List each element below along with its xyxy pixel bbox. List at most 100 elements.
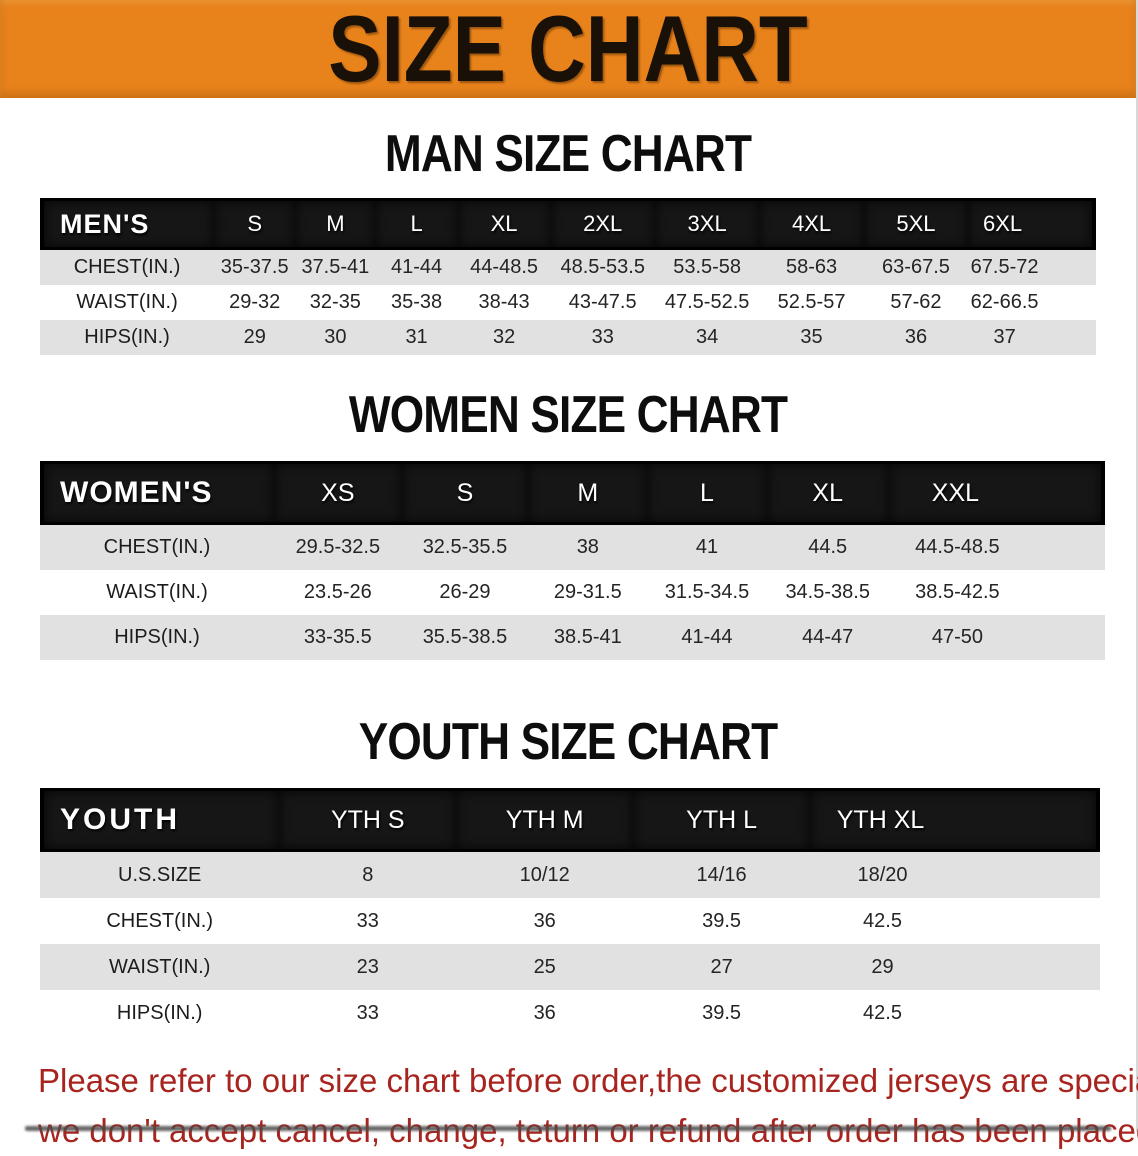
size-column-header: S	[401, 461, 529, 525]
measurement-cell: 41-44	[375, 250, 458, 285]
table-header-row: YOUTH YTH S YTH M YTH L YTH XL	[40, 788, 1100, 852]
women-size-table: WOMEN'S XS S M L XL XXL CHEST(IN.) 29.5-32.5 32.5…	[40, 461, 1105, 660]
measurement-cell: 14/16	[633, 852, 811, 898]
row-label-cell: CHEST(IN.)	[40, 525, 274, 570]
measurement-cell: 34.5-38.5	[766, 570, 889, 615]
measurement-cell: 29-31.5	[528, 570, 648, 615]
section-title-youth: YOUTH SIZE CHART	[358, 713, 778, 771]
row-label-cell: CHEST(IN.)	[40, 898, 280, 944]
measurement-cell: 42.5	[810, 990, 1100, 1036]
banner: SIZE CHART	[0, 0, 1136, 98]
measurement-cell: 44.5-48.5	[888, 525, 1105, 570]
section-title-women: WOMEN SIZE CHART	[348, 386, 788, 444]
size-column-header: M	[295, 198, 376, 250]
table-row: HIPS(IN.) 33-35.5 35.5-38.5 38.5-41 41-44 44-…	[40, 615, 1105, 660]
size-column-header: 6XL	[968, 198, 1096, 250]
measurement-cell: 33	[279, 990, 457, 1036]
measurement-cell: 43-47.5	[550, 285, 655, 320]
row-label-cell: HIPS(IN.)	[40, 615, 274, 660]
section-men: MAN SIZE CHART MEN'S S M L XL 2XL 3XL 4XL 5XL 6XL…	[0, 128, 1136, 355]
size-column-header: L	[375, 198, 458, 250]
table-row: CHEST(IN.) 35-37.5 37.5-41 41-44 44-48.5 48.5…	[40, 250, 1096, 285]
measurement-cell: 26-29	[401, 570, 529, 615]
table-row: WAIST(IN.) 23.5-26 26-29 29-31.5 31.5-34.5 34…	[40, 570, 1105, 615]
measurement-cell: 25	[456, 944, 634, 990]
row-label-cell: HIPS(IN.)	[40, 990, 280, 1036]
bottom-edge-artifact	[25, 1126, 1111, 1131]
size-column-header: YTH S	[279, 788, 457, 852]
measurement-cell: 39.5	[633, 990, 811, 1036]
measurement-cell: 18/20	[810, 852, 1100, 898]
size-column-header: YTH XL	[810, 788, 1100, 852]
row-label-cell: U.S.SIZE	[40, 852, 280, 898]
measurement-cell: 29.5-32.5	[274, 525, 402, 570]
row-label-cell: WAIST(IN.)	[40, 285, 215, 320]
measurement-cell: 57-62	[863, 285, 969, 320]
page-title: SIZE CHART	[328, 0, 808, 101]
measurement-cell: 36	[456, 990, 634, 1036]
measurement-cell: 38-43	[457, 285, 551, 320]
measurement-cell: 8	[279, 852, 457, 898]
measurement-cell: 33	[550, 320, 655, 355]
youth-size-table: YOUTH YTH S YTH M YTH L YTH XL U.S.SIZE 8 10/12…	[40, 788, 1100, 1036]
measurement-cell: 42.5	[810, 898, 1100, 944]
measurement-cell: 38	[528, 525, 648, 570]
measurement-cell: 30	[295, 320, 376, 355]
measurement-cell: 52.5-57	[759, 285, 864, 320]
table-header-row: MEN'S S M L XL 2XL 3XL 4XL 5XL 6XL	[40, 198, 1096, 250]
measurement-cell: 32-35	[295, 285, 376, 320]
measurement-cell: 62-66.5	[968, 285, 1096, 320]
table-title-cell: YOUTH	[40, 788, 280, 852]
measurement-cell: 39.5	[633, 898, 811, 944]
measurement-cell: 35.5-38.5	[401, 615, 529, 660]
men-size-table: MEN'S S M L XL 2XL 3XL 4XL 5XL 6XL CHEST(IN.) 35-37…	[40, 198, 1096, 355]
size-column-header: 2XL	[550, 198, 655, 250]
section-youth: YOUTH SIZE CHART YOUTH YTH S YTH M YTH L YTH…	[0, 716, 1136, 1036]
size-column-header: XL	[457, 198, 551, 250]
measurement-cell: 23	[279, 944, 457, 990]
measurement-cell: 63-67.5	[863, 250, 969, 285]
measurement-cell: 37	[968, 320, 1096, 355]
row-label-cell: WAIST(IN.)	[40, 570, 274, 615]
measurement-cell: 53.5-58	[654, 250, 760, 285]
measurement-cell: 32	[457, 320, 551, 355]
size-column-header: 5XL	[863, 198, 969, 250]
measurement-cell: 41-44	[647, 615, 767, 660]
measurement-cell: 48.5-53.5	[550, 250, 655, 285]
table-row: WAIST(IN.) 23 25 27 29	[40, 944, 1100, 990]
size-column-header: XXL	[888, 461, 1105, 525]
table-row: WAIST(IN.) 29-32 32-35 35-38 38-43 43-47.5 47.…	[40, 285, 1096, 320]
section-women: WOMEN SIZE CHART WOMEN'S XS S M L XL XXL CHEST(…	[0, 389, 1136, 660]
size-column-header: XL	[766, 461, 889, 525]
disclaimer-line-2: we don't accept cancel, change, teturn o…	[38, 1106, 1138, 1156]
table-header-row: WOMEN'S XS S M L XL XXL	[40, 461, 1105, 525]
disclaimer-line-1: Please refer to our size chart before or…	[38, 1062, 1138, 1099]
measurement-cell: 29	[810, 944, 1100, 990]
size-column-header: 4XL	[759, 198, 864, 250]
measurement-cell: 47-50	[888, 615, 1105, 660]
measurement-cell: 44-47	[766, 615, 889, 660]
table-row: CHEST(IN.) 29.5-32.5 32.5-35.5 38 41 44.5 44.5…	[40, 525, 1105, 570]
measurement-cell: 34	[654, 320, 760, 355]
measurement-cell: 67.5-72	[968, 250, 1096, 285]
measurement-cell: 23.5-26	[274, 570, 402, 615]
measurement-cell: 58-63	[759, 250, 864, 285]
measurement-cell: 38.5-42.5	[888, 570, 1105, 615]
disclaimer: Please refer to our size chart before or…	[38, 1056, 1138, 1156]
measurement-cell: 29	[214, 320, 296, 355]
measurement-cell: 36	[456, 898, 634, 944]
measurement-cell: 29-32	[214, 285, 296, 320]
table-row: U.S.SIZE 8 10/12 14/16 18/20	[40, 852, 1100, 898]
measurement-cell: 31	[375, 320, 458, 355]
measurement-cell: 32.5-35.5	[401, 525, 529, 570]
size-column-header: XS	[274, 461, 402, 525]
row-label-cell: HIPS(IN.)	[40, 320, 215, 355]
size-column-header: M	[528, 461, 648, 525]
measurement-cell: 36	[863, 320, 969, 355]
size-column-header: YTH L	[633, 788, 811, 852]
table-row: HIPS(IN.) 33 36 39.5 42.5	[40, 990, 1100, 1036]
measurement-cell: 44-48.5	[457, 250, 551, 285]
size-column-header: 3XL	[654, 198, 760, 250]
table-row: CHEST(IN.) 33 36 39.5 42.5	[40, 898, 1100, 944]
